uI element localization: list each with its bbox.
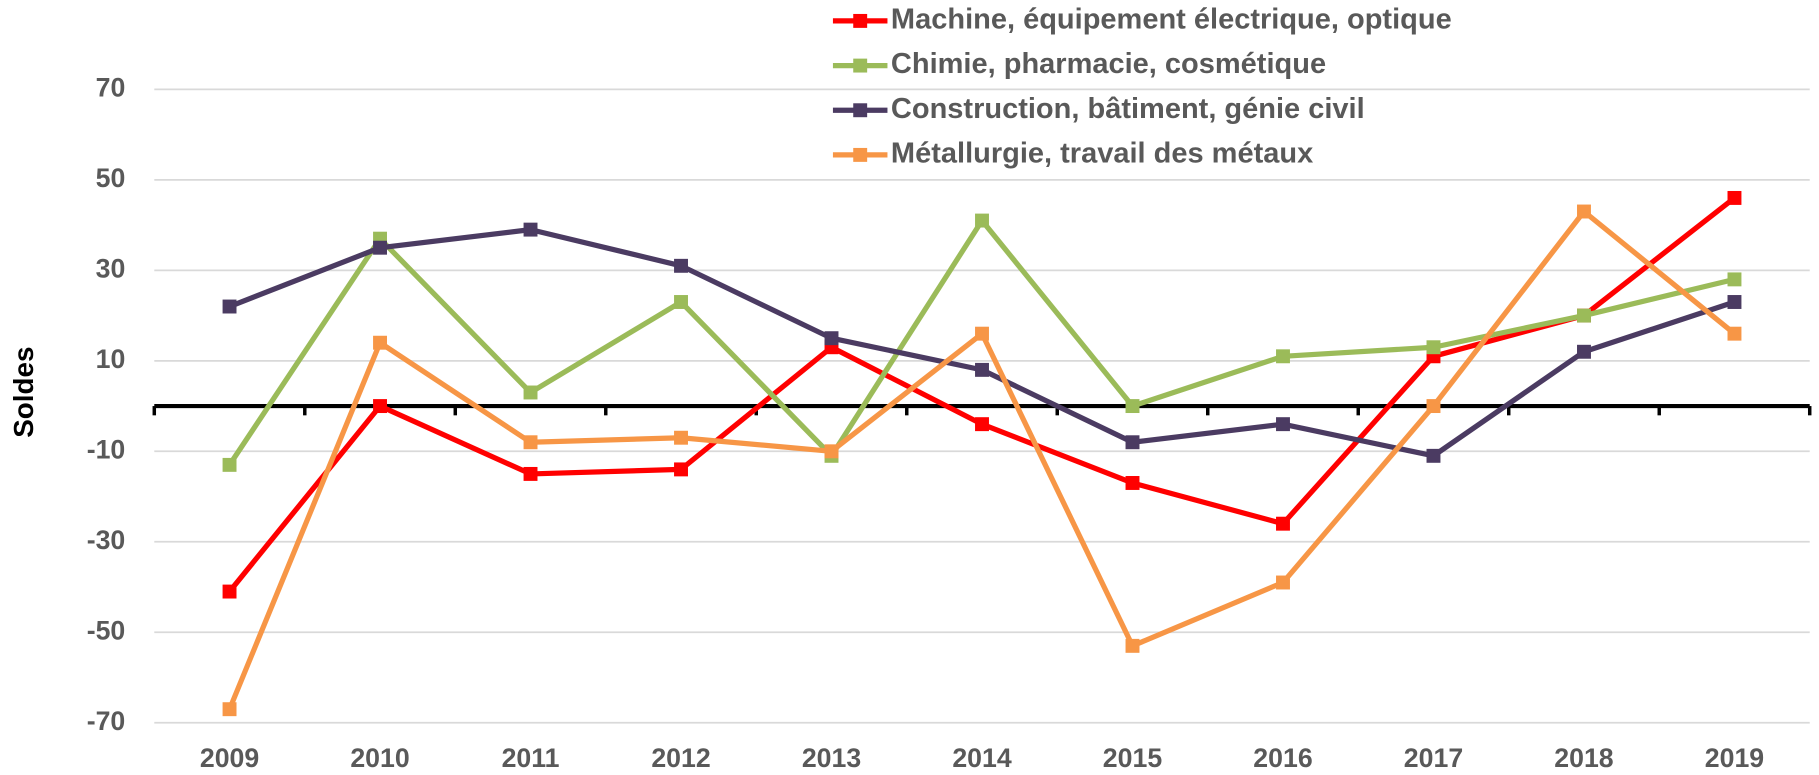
legend-marker [853,103,868,118]
legend-label: Construction, bâtiment, génie civil [891,93,1365,125]
point-marker [1276,516,1290,531]
x-tick-label: 2015 [1103,743,1163,773]
point-marker [1727,190,1742,205]
point-marker [1125,399,1140,414]
y-tick-label: -10 [87,434,126,464]
x-tick-label: 2010 [350,743,409,773]
point-marker [1276,417,1290,432]
y-tick-label: 30 [96,253,126,283]
x-tick-label: 2012 [651,743,710,773]
point-marker [373,399,387,414]
point-marker [523,222,538,237]
point-marker [1577,344,1591,359]
x-tick-label: 2016 [1253,743,1312,773]
point-marker [1125,476,1140,490]
legend-marker [853,13,868,28]
x-tick-label: 2019 [1705,743,1764,773]
point-marker [674,295,688,309]
point-marker [1727,326,1742,341]
point-marker [975,213,989,228]
point-marker [222,457,237,472]
point-marker [222,584,237,599]
legend-label: Métallurgie, travail des métaux [891,138,1313,170]
point-marker [824,331,839,346]
point-marker [975,362,989,377]
point-marker [1276,575,1290,590]
point-marker [222,702,237,717]
point-marker [1577,308,1591,323]
legend-marker [853,147,868,162]
point-marker [674,258,688,273]
point-marker [824,444,839,459]
y-tick-label: 50 [96,163,126,193]
legend-label: Machine, équipement électrique, optique [891,4,1452,36]
point-marker [1426,448,1441,463]
point-marker [1426,340,1441,355]
y-axis-label: Soldes [8,347,39,438]
x-tick-label: 2017 [1404,743,1463,773]
point-marker [523,466,538,481]
x-tick-label: 2013 [802,743,861,773]
point-marker [373,335,387,350]
point-marker [1727,295,1742,309]
point-marker [373,240,387,255]
x-tick-label: 2009 [200,743,259,773]
point-marker [975,326,989,341]
y-tick-label: -70 [87,706,126,736]
x-tick-label: 2014 [952,743,1012,773]
point-marker [222,299,237,314]
point-marker [674,430,688,445]
y-tick-label: 70 [96,72,126,102]
point-marker [1426,399,1441,414]
point-marker [523,435,538,450]
point-marker [1727,272,1742,287]
series-line [227,208,1737,711]
y-tick-label: -30 [87,525,126,555]
legend-marker [853,58,868,73]
point-marker [1276,349,1290,364]
point-marker [523,385,538,400]
x-tick-label: 2011 [502,743,560,773]
x-tick-label: 2018 [1554,743,1614,773]
y-tick-label: 10 [96,344,126,374]
y-tick-label: -50 [87,615,126,645]
legend-label: Chimie, pharmacie, cosmétique [891,48,1326,80]
point-marker [1125,638,1140,653]
point-marker [1125,435,1140,450]
point-marker [1577,204,1591,219]
point-marker [674,462,688,477]
point-marker [975,417,989,432]
